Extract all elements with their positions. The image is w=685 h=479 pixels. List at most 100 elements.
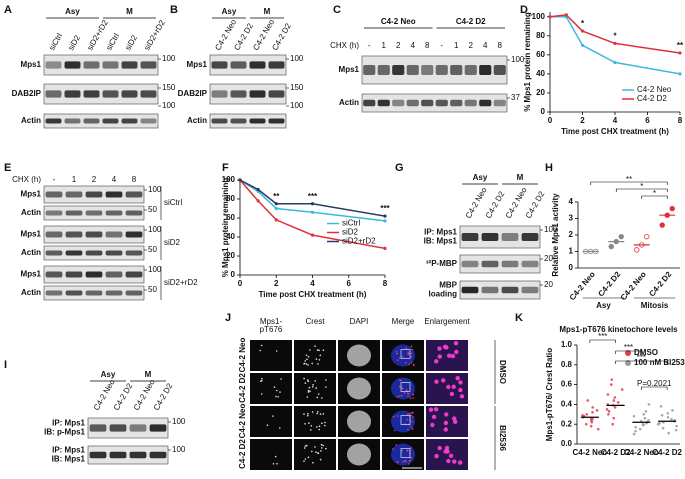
row-label: Actin bbox=[21, 248, 41, 257]
speckle bbox=[453, 341, 459, 346]
lane-label: C4-2 D2 bbox=[152, 381, 175, 412]
speckle bbox=[410, 414, 412, 417]
nucleus bbox=[391, 410, 415, 433]
speckle bbox=[308, 386, 311, 389]
speckle bbox=[446, 384, 451, 390]
micrograph bbox=[250, 373, 292, 404]
blot-band bbox=[65, 290, 83, 296]
data-point bbox=[256, 199, 260, 203]
blot-band bbox=[64, 61, 81, 69]
row-label: Actin bbox=[21, 208, 41, 217]
blot-band bbox=[45, 210, 63, 216]
speckle bbox=[304, 445, 307, 447]
blot-band bbox=[211, 90, 228, 98]
lane-label: siD2+rD2 bbox=[142, 18, 167, 52]
y-tick-label: 0.0 bbox=[561, 439, 573, 448]
data-point bbox=[632, 432, 636, 436]
zoom-box bbox=[400, 448, 411, 458]
x-tick-label: 8 bbox=[383, 279, 388, 288]
blot-band bbox=[65, 210, 83, 216]
speckle bbox=[317, 363, 319, 365]
speckle bbox=[402, 461, 404, 463]
speckle bbox=[447, 353, 452, 358]
blot-band bbox=[479, 99, 492, 107]
speckle bbox=[275, 350, 278, 352]
x-tick-label: C4-2 Neo bbox=[619, 270, 648, 302]
nucleus bbox=[347, 377, 371, 400]
speckle bbox=[321, 422, 323, 425]
size-marker: 50 bbox=[148, 285, 157, 294]
blot-band bbox=[85, 290, 103, 296]
blot-band bbox=[521, 233, 539, 241]
speckle bbox=[306, 444, 308, 447]
panel-label: I bbox=[4, 359, 7, 371]
significance: * bbox=[613, 32, 617, 41]
lane-label: 1 bbox=[382, 41, 387, 50]
size-marker: 100 bbox=[511, 55, 525, 64]
speckle bbox=[310, 429, 312, 431]
speckle bbox=[409, 397, 412, 400]
speckle bbox=[312, 461, 314, 464]
significance: ** bbox=[626, 175, 632, 184]
significance: ** bbox=[273, 192, 280, 201]
data-point bbox=[613, 60, 617, 65]
blot-band bbox=[392, 99, 405, 107]
data-point bbox=[669, 205, 675, 212]
speckle bbox=[412, 397, 414, 399]
x-tick-label: C4-2 D2 bbox=[652, 448, 682, 457]
data-point bbox=[589, 424, 593, 428]
speckle bbox=[314, 446, 316, 448]
data-point bbox=[613, 396, 617, 399]
speckle bbox=[452, 459, 457, 464]
speckle bbox=[412, 364, 415, 367]
lane-label: - bbox=[53, 175, 56, 184]
speckle bbox=[319, 354, 322, 357]
row-label: DAB2IP bbox=[12, 89, 42, 98]
speckle bbox=[406, 450, 409, 452]
blot-band bbox=[64, 118, 81, 124]
legend-label: DMSO bbox=[634, 348, 658, 357]
blot-band bbox=[45, 250, 63, 256]
speckle bbox=[307, 389, 310, 392]
speckle bbox=[455, 376, 460, 381]
speckle bbox=[431, 414, 437, 420]
row-label: IP: Mps1 bbox=[424, 228, 457, 237]
speckle bbox=[303, 460, 305, 463]
data-point bbox=[607, 410, 611, 413]
data-point bbox=[667, 431, 670, 435]
row-label: Mps1 bbox=[339, 65, 360, 74]
blot-band bbox=[450, 64, 463, 76]
significance-bracket bbox=[615, 350, 642, 354]
y-tick-label: 4 bbox=[569, 197, 574, 206]
speckle bbox=[407, 413, 409, 416]
lane-label: 4 bbox=[483, 41, 488, 50]
speckle bbox=[401, 449, 403, 452]
speckle bbox=[398, 385, 401, 388]
size-marker: 50 bbox=[148, 245, 157, 254]
blot-band bbox=[211, 61, 228, 69]
significance: * bbox=[653, 189, 656, 198]
data-point bbox=[616, 401, 620, 404]
speckle bbox=[322, 444, 324, 447]
blot-band bbox=[149, 451, 167, 459]
blot-band bbox=[481, 286, 499, 294]
lane-title: CHX (h) bbox=[330, 41, 359, 50]
speckle bbox=[324, 424, 326, 427]
speckle bbox=[306, 358, 308, 361]
speckle bbox=[411, 411, 413, 414]
micrograph bbox=[294, 373, 336, 404]
speckle bbox=[279, 391, 281, 393]
column-label: Merge bbox=[392, 317, 415, 326]
data-point bbox=[580, 43, 585, 47]
y-tick-label: 60 bbox=[226, 213, 235, 222]
group-label: Asy bbox=[222, 7, 237, 16]
row-label: Mps1 bbox=[21, 190, 42, 199]
x-tick-label: 6 bbox=[645, 116, 650, 125]
speckle bbox=[324, 421, 326, 424]
lane-title: CHX (h) bbox=[12, 175, 41, 184]
speckle bbox=[396, 359, 399, 361]
speckle bbox=[392, 448, 394, 450]
micrograph bbox=[250, 439, 292, 470]
significance-bracket bbox=[589, 339, 616, 343]
blot-band bbox=[268, 118, 285, 124]
